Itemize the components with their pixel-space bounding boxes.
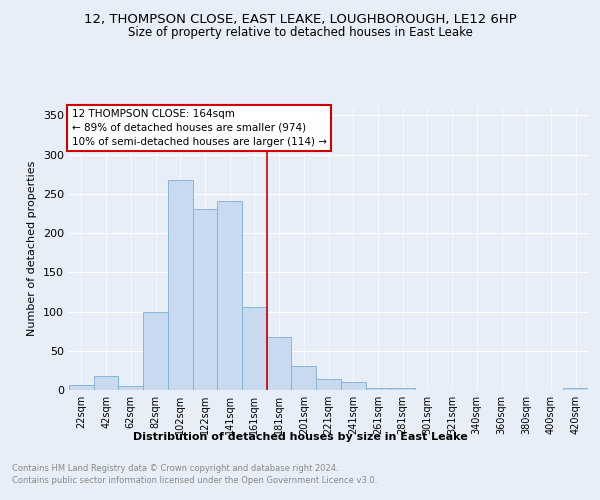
Text: Distribution of detached houses by size in East Leake: Distribution of detached houses by size …	[133, 432, 467, 442]
Bar	[69, 384, 94, 390]
Bar	[292, 366, 316, 390]
Bar	[242, 307, 267, 390]
Bar	[193, 208, 217, 390]
Bar	[316, 379, 341, 390]
Y-axis label: Number of detached properties: Number of detached properties	[28, 161, 37, 336]
Bar	[341, 382, 365, 390]
Text: Size of property relative to detached houses in East Leake: Size of property relative to detached ho…	[128, 26, 472, 39]
Bar	[168, 180, 193, 390]
Text: 12 THOMPSON CLOSE: 164sqm
← 89% of detached houses are smaller (974)
10% of semi: 12 THOMPSON CLOSE: 164sqm ← 89% of detac…	[71, 109, 326, 147]
Bar	[94, 376, 118, 390]
Bar	[118, 386, 143, 390]
Bar	[143, 312, 168, 390]
Text: 12, THOMPSON CLOSE, EAST LEAKE, LOUGHBOROUGH, LE12 6HP: 12, THOMPSON CLOSE, EAST LEAKE, LOUGHBOR…	[83, 12, 517, 26]
Bar	[217, 201, 242, 390]
Bar	[390, 388, 415, 390]
Text: Contains HM Land Registry data © Crown copyright and database right 2024.: Contains HM Land Registry data © Crown c…	[12, 464, 338, 473]
Text: Contains public sector information licensed under the Open Government Licence v3: Contains public sector information licen…	[12, 476, 377, 485]
Bar	[563, 388, 588, 390]
Bar	[365, 388, 390, 390]
Bar	[267, 338, 292, 390]
